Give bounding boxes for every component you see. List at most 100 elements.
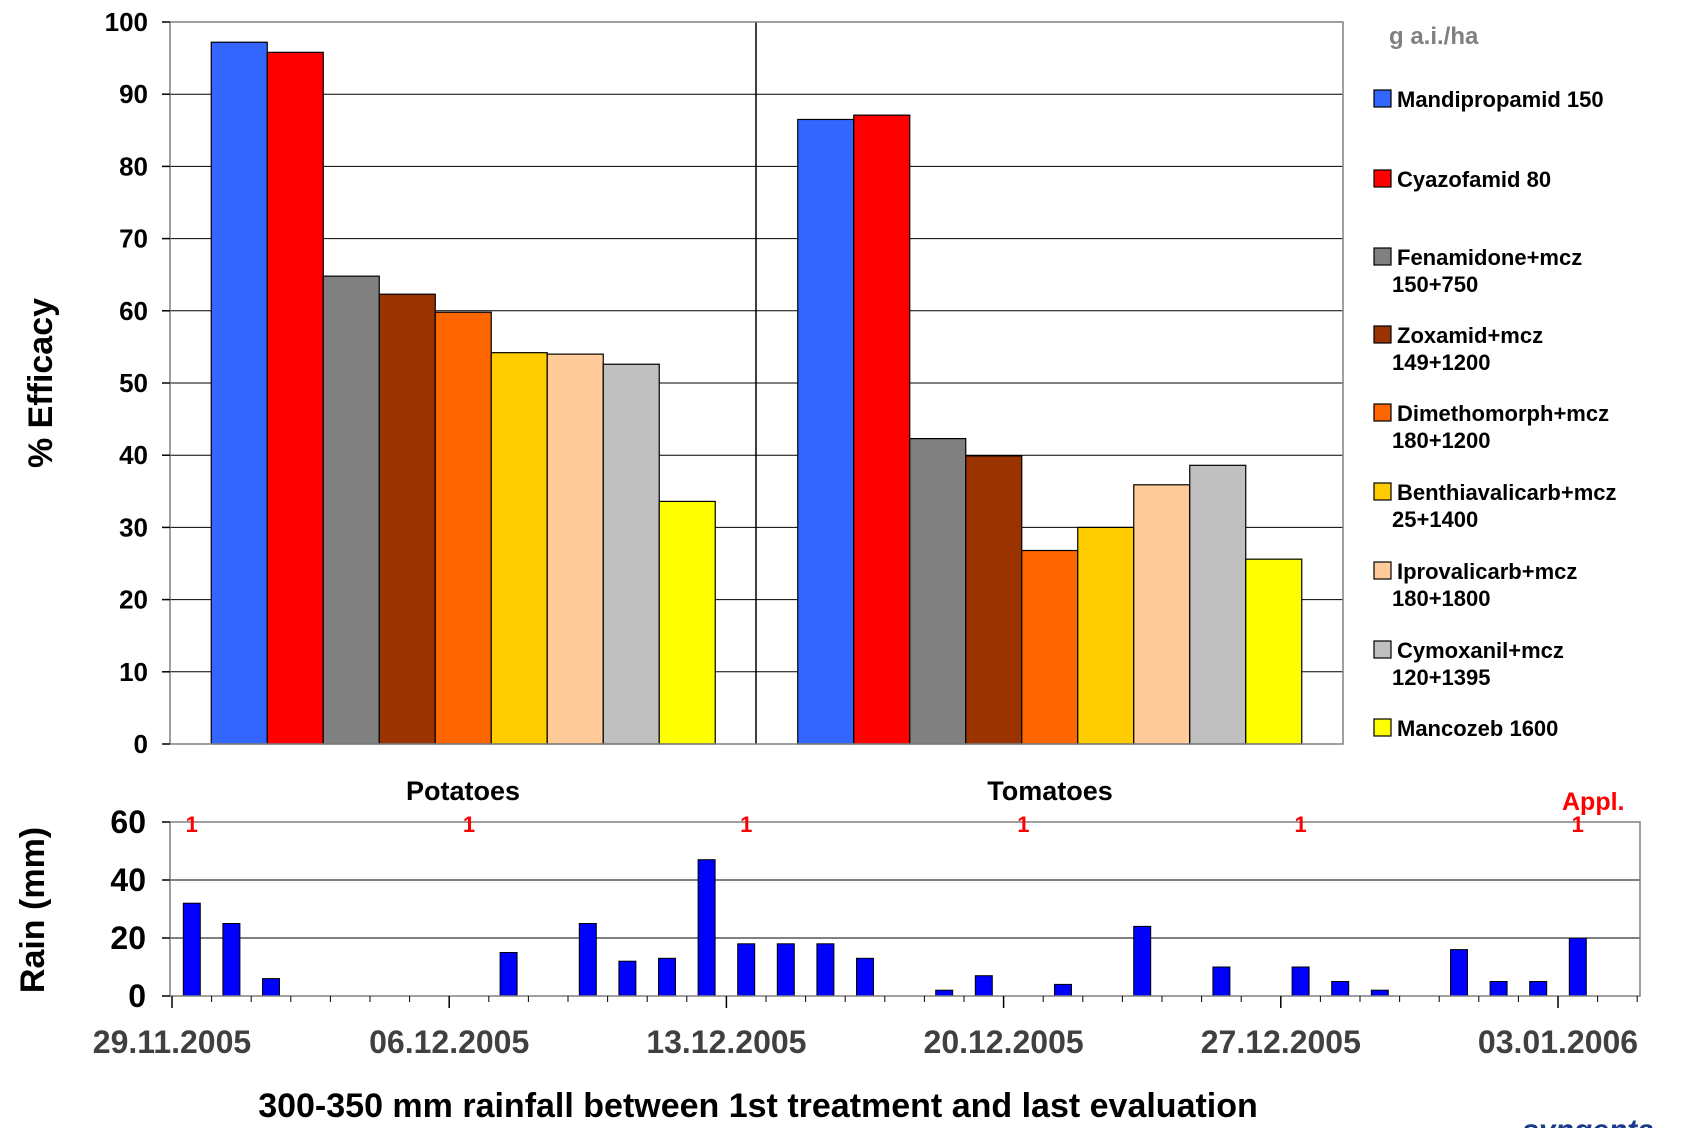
rain-bar bbox=[1370, 989, 1389, 997]
rain-x-tick-label: 03.01.2006 bbox=[1478, 1024, 1638, 1060]
rain-bar bbox=[1568, 937, 1587, 997]
legend-label: Cyazofamid 80 bbox=[1397, 167, 1551, 192]
efficacy-bar bbox=[378, 293, 436, 745]
efficacy-bar bbox=[1133, 484, 1191, 745]
efficacy-bar bbox=[1077, 526, 1135, 745]
category-label-tomatoes: Tomatoes bbox=[987, 776, 1113, 806]
legend-swatch bbox=[1373, 325, 1392, 344]
rain-bar bbox=[1133, 925, 1152, 997]
rain-y-tick-label: 40 bbox=[110, 862, 146, 898]
efficacy-bar bbox=[1189, 464, 1247, 745]
efficacy-bar bbox=[490, 352, 548, 745]
legend: g a.i./ha Mandipropamid 150 Cyazofamid 80… bbox=[1373, 23, 1616, 741]
legend-label: 149+1200 bbox=[1392, 350, 1491, 375]
legend-label: Mancozeb 1600 bbox=[1397, 716, 1558, 741]
legend-label: Iprovalicarb+mcz bbox=[1397, 559, 1577, 584]
rain-y-axis-label: Rain (mm) bbox=[14, 827, 52, 993]
efficacy-chart: 0 10 20 30 40 50 60 70 80 90 100 % Efficacy Potato… bbox=[22, 7, 1344, 806]
rain-bar bbox=[222, 923, 241, 997]
efficacy-bar bbox=[322, 275, 380, 745]
rain-bar bbox=[1529, 981, 1548, 997]
legend-swatch bbox=[1373, 718, 1392, 737]
legend-swatch bbox=[1373, 169, 1392, 188]
rain-bar bbox=[974, 975, 993, 997]
efficacy-y-tick-label: 90 bbox=[119, 79, 148, 109]
efficacy-bar bbox=[797, 118, 855, 745]
legend-swatch bbox=[1373, 640, 1392, 659]
legend-title: g a.i./ha bbox=[1389, 23, 1479, 50]
efficacy-bar bbox=[602, 363, 660, 745]
syngenta-logo: syngenta bbox=[1522, 1114, 1654, 1128]
rain-bar bbox=[1054, 983, 1072, 997]
efficacy-y-tick-label: 10 bbox=[119, 657, 148, 687]
application-markers: 1 1 1 1 1 1 bbox=[186, 812, 1584, 837]
efficacy-bar bbox=[965, 455, 1023, 745]
efficacy-bar bbox=[658, 500, 716, 745]
efficacy-bar bbox=[266, 51, 324, 745]
rain-x-tick-label: 27.12.2005 bbox=[1201, 1024, 1361, 1060]
efficacy-bar bbox=[1245, 558, 1303, 745]
efficacy-bar bbox=[1021, 549, 1079, 745]
legend-swatch bbox=[1373, 89, 1392, 108]
efficacy-bar bbox=[853, 114, 911, 745]
rain-x-tick-label: 06.12.2005 bbox=[369, 1024, 529, 1060]
efficacy-bar bbox=[909, 437, 967, 745]
efficacy-bar bbox=[210, 41, 268, 745]
rain-bar bbox=[737, 943, 756, 997]
efficacy-y-tick-label: 50 bbox=[119, 368, 148, 398]
rain-bar bbox=[1291, 966, 1310, 997]
application-marker: 1 bbox=[463, 812, 475, 837]
rain-chart: 0 20 40 60 29.11.2005 06.12.2005 13.12.2005 20… bbox=[14, 788, 1641, 1125]
rain-y-ticks: 0 20 40 60 bbox=[110, 804, 170, 1014]
rain-bar bbox=[935, 989, 954, 997]
legend-swatch bbox=[1373, 482, 1392, 501]
rain-bar bbox=[618, 960, 637, 997]
rain-bar bbox=[499, 952, 518, 997]
rain-gridlines bbox=[170, 879, 1640, 939]
legend-items: Mandipropamid 150 Cyazofamid 80 Fenamidone… bbox=[1373, 87, 1616, 741]
legend-label: Mandipropamid 150 bbox=[1397, 87, 1604, 112]
legend-label: Zoxamid+mcz bbox=[1397, 323, 1543, 348]
efficacy-y-tick-label: 20 bbox=[119, 585, 148, 615]
rain-y-tick-label: 0 bbox=[128, 978, 146, 1014]
legend-label: Fenamidone+mcz bbox=[1397, 245, 1582, 270]
rain-bar bbox=[182, 902, 201, 997]
rain-bar bbox=[578, 923, 597, 997]
rain-x-tick-label: 13.12.2005 bbox=[646, 1024, 806, 1060]
legend-label: 180+1200 bbox=[1392, 428, 1491, 453]
rain-x-tick-label: 29.11.2005 bbox=[93, 1024, 251, 1060]
efficacy-y-tick-label: 40 bbox=[119, 440, 148, 470]
rain-bar bbox=[816, 943, 835, 997]
legend-label: Benthiavalicarb+mcz bbox=[1397, 480, 1616, 505]
rain-x-ticks: 29.11.2005 06.12.2005 13.12.2005 20.12.2005… bbox=[93, 996, 1638, 1060]
legend-swatch bbox=[1373, 247, 1392, 266]
rain-bar bbox=[856, 957, 874, 997]
rain-bar bbox=[658, 957, 676, 997]
application-marker: 1 bbox=[1572, 812, 1584, 837]
rain-bar bbox=[776, 943, 795, 997]
rain-y-tick-label: 60 bbox=[110, 804, 146, 840]
efficacy-bar bbox=[546, 353, 604, 745]
rain-plot-frame bbox=[169, 821, 1641, 997]
efficacy-bars bbox=[210, 41, 1303, 745]
application-marker: 1 bbox=[186, 812, 198, 837]
category-label-potatoes: Potatoes bbox=[406, 776, 520, 806]
rain-bar bbox=[1450, 949, 1468, 997]
efficacy-y-tick-label: 0 bbox=[134, 729, 148, 759]
legend-label: Cymoxanil+mcz bbox=[1397, 638, 1564, 663]
rain-x-axis-label: 300-350 mm rainfall between 1st treatmen… bbox=[258, 1087, 1258, 1125]
efficacy-y-tick-label: 70 bbox=[119, 224, 148, 254]
efficacy-y-tick-label: 80 bbox=[119, 151, 148, 181]
legend-label: 120+1395 bbox=[1392, 665, 1491, 690]
application-marker: 1 bbox=[1294, 812, 1306, 837]
rain-bar bbox=[1331, 981, 1350, 997]
efficacy-y-tick-label: 100 bbox=[105, 7, 148, 37]
rain-bar bbox=[1212, 966, 1231, 997]
legend-swatch bbox=[1373, 403, 1392, 422]
legend-label: 25+1400 bbox=[1392, 507, 1478, 532]
rain-y-tick-label: 20 bbox=[110, 920, 146, 956]
rain-bar bbox=[262, 978, 280, 997]
rain-bar bbox=[1489, 981, 1508, 997]
rain-x-tick-label: 20.12.2005 bbox=[924, 1024, 1084, 1060]
